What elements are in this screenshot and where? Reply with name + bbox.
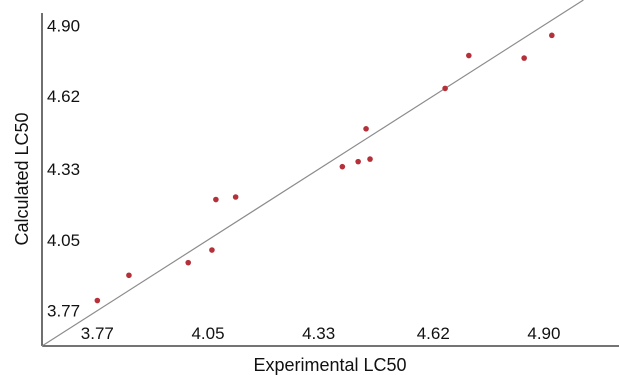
data-point [521,55,527,61]
y-tick-label: 4.90 [47,16,80,35]
data-point [126,272,132,279]
data-point [442,85,448,92]
data-points [94,32,555,304]
x-tick-labels: 3.77 4.05 4.33 4.62 4.90 [81,324,561,343]
y-axis-title: Calculated LC50 [12,112,32,245]
data-point [209,247,215,253]
data-point [549,32,555,39]
y-tick-labels: 3.77 4.05 4.33 4.62 4.90 [47,16,80,320]
x-axis-title: Experimental LC50 [253,355,406,375]
axes [41,13,619,347]
data-point [213,196,219,203]
y-tick-label: 3.77 [47,302,80,321]
data-point [232,194,239,200]
x-tick-label: 3.77 [81,324,114,343]
data-point [339,163,346,170]
x-tick-label: 4.33 [302,324,335,343]
identity-reference-line [41,0,584,347]
x-tick-label: 4.62 [417,324,450,343]
data-point [367,156,373,162]
y-tick-label: 4.62 [47,87,80,106]
data-point [185,259,192,266]
data-point [466,52,472,59]
data-point [355,158,361,165]
data-point [94,297,101,304]
y-tick-label: 4.33 [47,160,80,179]
y-tick-label: 4.05 [47,231,80,250]
x-tick-label: 4.90 [527,324,560,343]
data-point [363,126,369,132]
x-tick-label: 4.05 [191,324,224,343]
